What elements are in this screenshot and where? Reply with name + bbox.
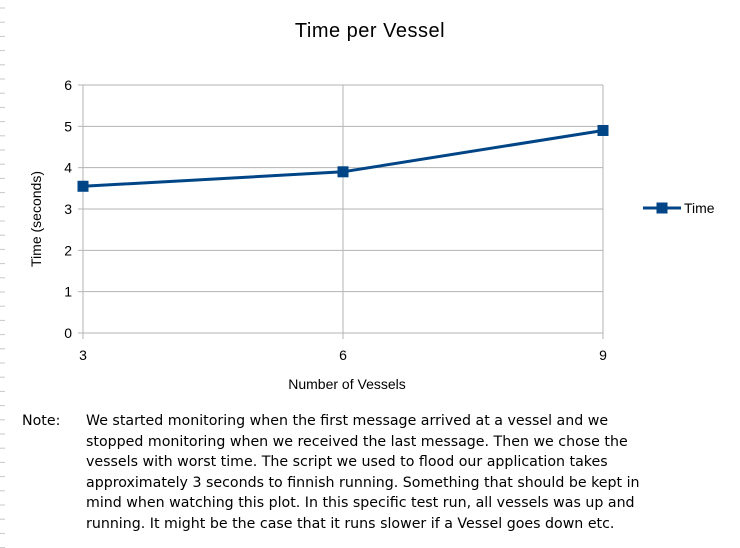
plot-area: 0 1 2 3 4 5 6 3 6 9 Number of Vessels Time (seconds…: [28, 77, 715, 392]
chart-title: Time per Vessel: [294, 20, 446, 42]
data-point-marker: [337, 166, 349, 178]
y-tick-label: 1: [64, 284, 72, 300]
legend-label: Time: [684, 200, 715, 216]
y-tick-label: 5: [64, 118, 72, 134]
y-tick-label: 2: [64, 242, 72, 258]
y-tick-label: 4: [64, 160, 72, 176]
note-label: Note:: [22, 413, 61, 429]
y-tick-label: 0: [64, 325, 72, 341]
legend-marker: [656, 202, 668, 214]
y-tick-label: 6: [64, 77, 72, 93]
chart: Time per Vessel 0 1 2 3 4 5 6 3 6 9 Number of Vess…: [28, 20, 715, 392]
y-axis-title: Time (seconds): [28, 171, 44, 267]
x-axis-title: Number of Vessels: [288, 376, 406, 392]
x-tick-label: 9: [599, 347, 607, 363]
data-point-marker: [597, 124, 609, 136]
x-tick-label: 6: [339, 347, 347, 363]
data-point-marker: [77, 180, 89, 192]
x-tick-label: 3: [79, 347, 87, 363]
note-text: We started monitoring when the first mes…: [86, 413, 640, 532]
y-tick-label: 3: [64, 201, 72, 217]
